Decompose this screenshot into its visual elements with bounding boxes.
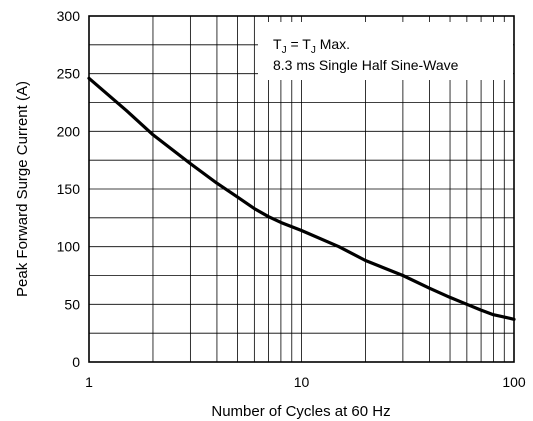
y-tick-label: 200 — [57, 123, 81, 139]
x-tick-label: 100 — [502, 374, 526, 390]
plot-frame — [88, 15, 515, 363]
x-tick-label: 1 — [85, 374, 93, 390]
annotation-line-1: TJ = TJ Max. — [273, 36, 350, 56]
y-tick-label: 150 — [57, 181, 81, 197]
y-tick-label: 50 — [64, 296, 80, 312]
x-tick-label: 10 — [294, 374, 310, 390]
annotation-box — [258, 22, 513, 80]
y-tick-label: 0 — [72, 354, 80, 370]
y-axis-label: Peak Forward Surge Current (A) — [14, 81, 31, 297]
x-axis-label: Number of Cycles at 60 Hz — [211, 403, 390, 420]
y-tick-labels: 0 50 100 150 200 250 300 — [57, 8, 81, 370]
x-tick-labels: 1 10 100 — [85, 374, 526, 390]
y-tick-label: 250 — [57, 66, 81, 82]
surge-current-curve — [87, 76, 516, 321]
y-tick-label: 100 — [57, 239, 81, 255]
annotation-line-2: 8.3 ms Single Half Sine-Wave — [273, 57, 459, 73]
y-tick-label: 300 — [57, 8, 81, 24]
